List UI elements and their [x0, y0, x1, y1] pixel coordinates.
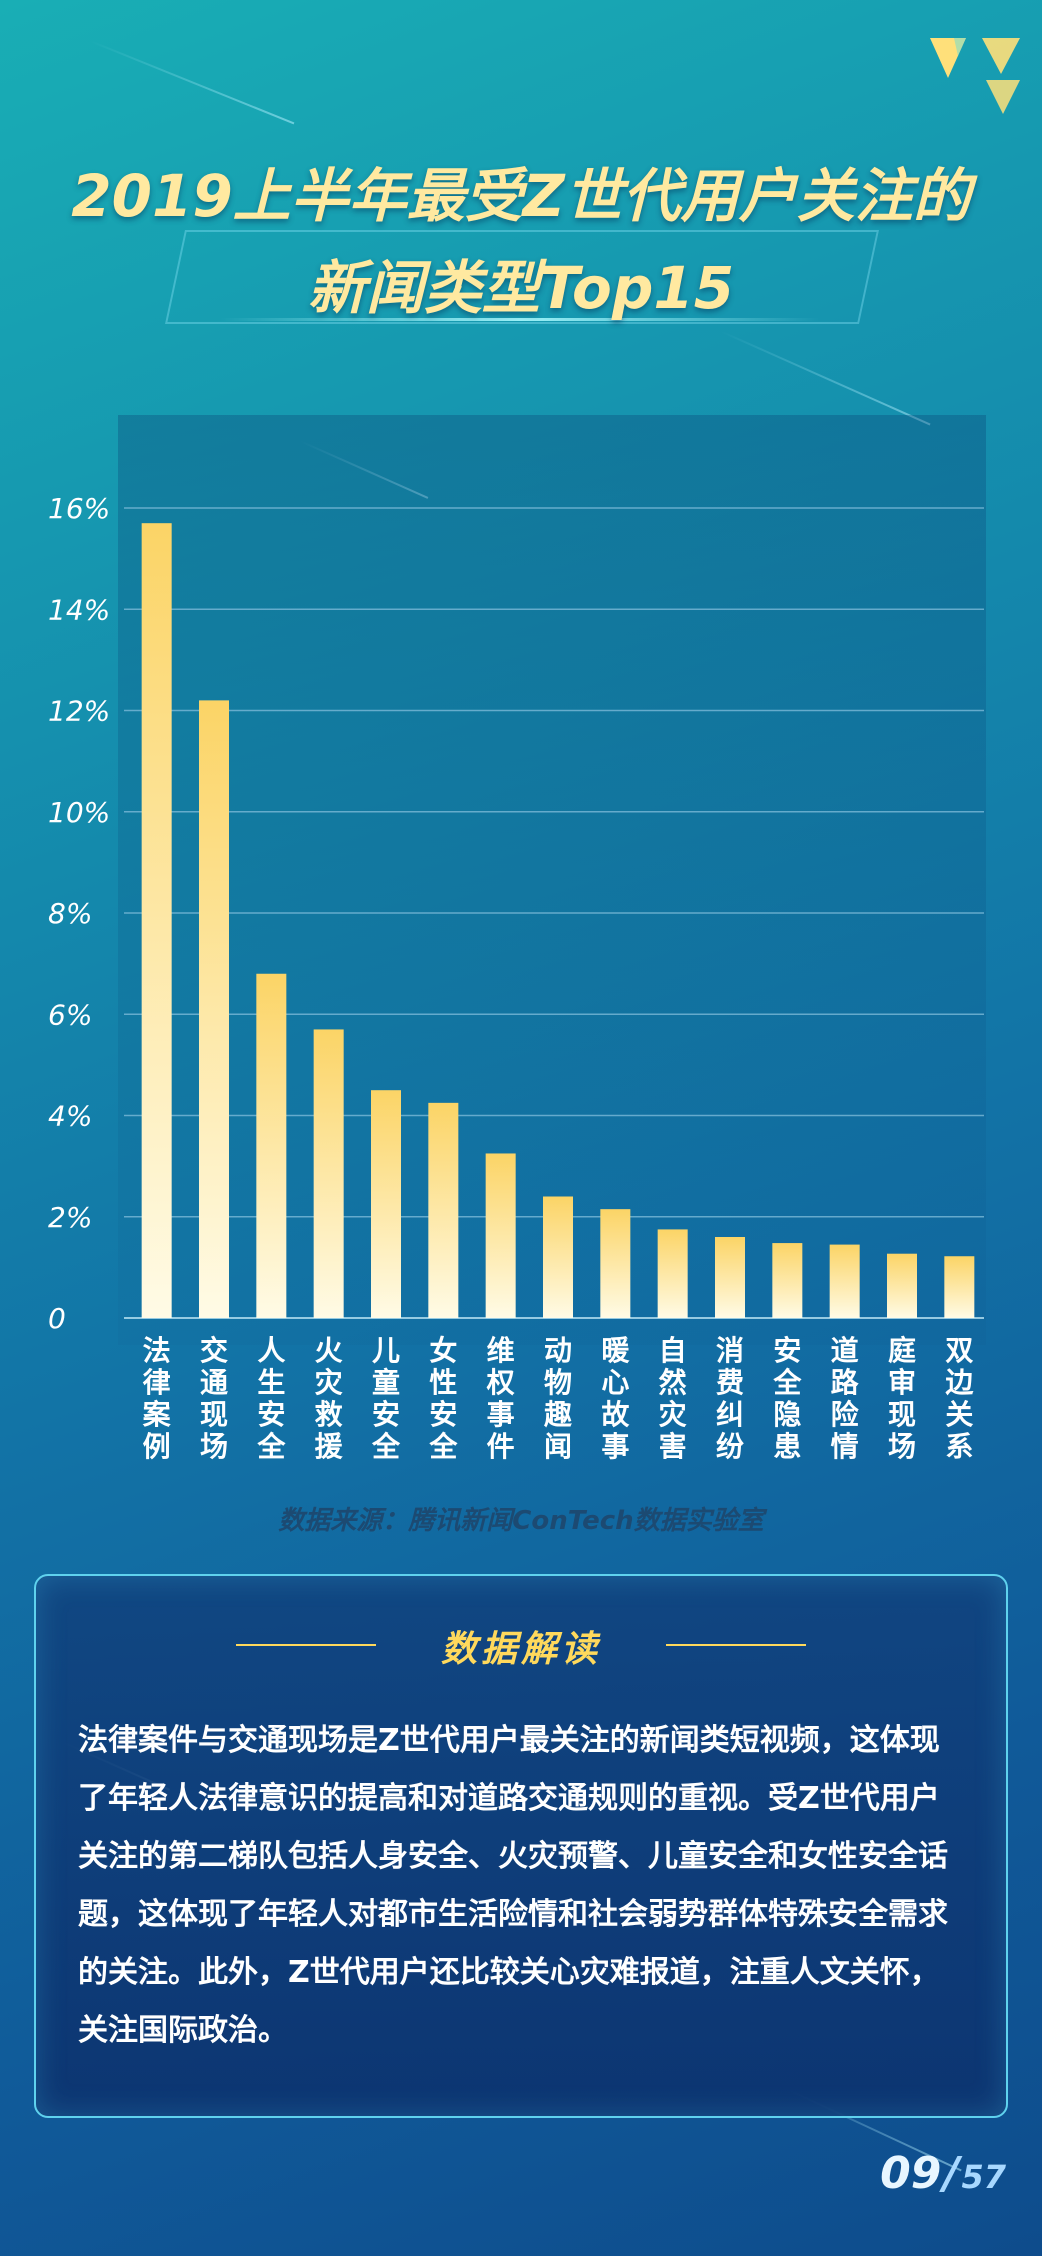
- x-tick-label: 双边关系: [945, 1334, 974, 1463]
- x-tick-label: 消费纠纷: [716, 1334, 744, 1463]
- bar: [772, 1243, 803, 1318]
- page-separator: /: [943, 2148, 960, 2199]
- y-tick-label: 4%: [48, 1100, 92, 1133]
- bar: [887, 1253, 917, 1318]
- bar: [256, 973, 287, 1318]
- title-line-1: 2019上半年最受Z世代用户关注的: [71, 162, 971, 230]
- x-tick-label: 庭审现场: [888, 1334, 916, 1463]
- y-tick-label: 12%: [48, 695, 110, 728]
- page-total: 57: [961, 2158, 1006, 2196]
- bar: [543, 1196, 573, 1318]
- x-tick-label: 安全隐患: [772, 1334, 802, 1463]
- brand-logo-icon: [930, 38, 1020, 114]
- bar: [141, 523, 172, 1318]
- x-tick-label: 维权事件: [486, 1334, 515, 1463]
- y-tick-label: 14%: [48, 593, 110, 626]
- page-title: 2019上半年最受Z世代用户关注的 新闻类型Top15: [0, 150, 1042, 334]
- insight-header: 数据解读: [36, 1620, 1006, 1672]
- y-tick-label: 6%: [48, 998, 92, 1031]
- x-tick-label: 暖心故事: [601, 1334, 630, 1463]
- bar: [199, 700, 229, 1318]
- data-source: 数据来源：腾讯新闻ConTech数据实验室: [278, 1506, 764, 1536]
- bar: [657, 1229, 688, 1318]
- bar: [600, 1209, 631, 1318]
- y-tick-label: 0: [48, 1302, 66, 1335]
- bar: [944, 1256, 975, 1318]
- title-underline: [220, 318, 820, 321]
- y-tick-label: 16%: [48, 492, 110, 525]
- x-tick-label: 火灾救援: [315, 1334, 344, 1463]
- x-tick-label: 法律案例: [143, 1334, 172, 1463]
- bar: [485, 1153, 516, 1318]
- x-tick-label: 道路险情: [831, 1334, 860, 1463]
- x-tick-label: 动物趣闻: [544, 1334, 572, 1463]
- header-rule-left: [236, 1644, 376, 1646]
- bar: [715, 1237, 745, 1318]
- title-line-2: 新闻类型Top15: [307, 254, 735, 322]
- insight-heading: 数据解读: [440, 1629, 601, 1670]
- y-tick-label: 10%: [48, 796, 110, 829]
- x-tick-label: 自然灾害: [659, 1334, 687, 1463]
- bar: [313, 1029, 344, 1318]
- bar: [829, 1244, 860, 1318]
- page-current: 09: [880, 2148, 942, 2199]
- x-tick-label: 交通现场: [200, 1334, 228, 1463]
- y-tick-label: 8%: [48, 897, 92, 930]
- y-tick-label: 2%: [48, 1201, 92, 1234]
- x-tick-label: 女性安全: [428, 1334, 458, 1463]
- insight-box: 数据解读 法律案件与交通现场是Z世代用户最关注的新闻类短视频，这体现了年轻人法律…: [34, 1574, 1008, 2118]
- x-tick-label: 人生安全: [256, 1334, 286, 1463]
- bar-chart: 0 2% 4% 6% 8% 10% 12% 14% 16% 法律案例交通现场人生安全火灾救援儿童安…: [48, 492, 984, 1463]
- bar: [371, 1090, 401, 1318]
- page-indicator: 09/57: [880, 2148, 1006, 2199]
- header-rule-right: [666, 1644, 806, 1646]
- bar: [428, 1102, 459, 1318]
- x-tick-label: 儿童安全: [371, 1334, 401, 1463]
- insight-body: 法律案件与交通现场是Z世代用户最关注的新闻类短视频，这体现了年轻人法律意识的提高…: [78, 1723, 948, 2048]
